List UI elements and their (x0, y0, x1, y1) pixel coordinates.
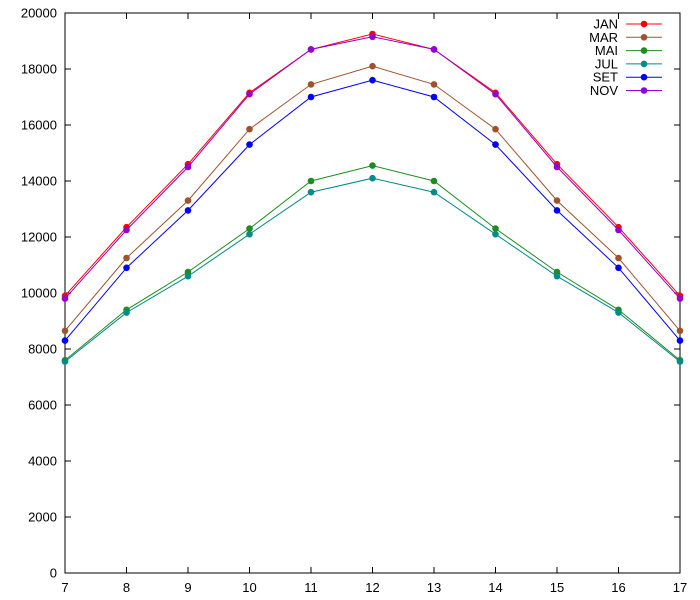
y-tick-label: 12000 (21, 230, 57, 245)
data-point (246, 141, 253, 148)
series-mar (61, 62, 684, 335)
y-tick-label: 8000 (28, 342, 57, 357)
data-point (430, 81, 438, 88)
legend-marker (640, 20, 648, 28)
data-point (307, 46, 315, 53)
data-point (61, 327, 69, 335)
x-tick-label: 15 (550, 580, 564, 595)
legend-item-mar: MAR (589, 30, 662, 45)
legend-marker (640, 87, 648, 94)
x-tick-label: 10 (242, 580, 256, 595)
y-tick-label: 0 (50, 566, 57, 581)
y-tick-label: 16000 (21, 118, 57, 133)
x-tick-label: 7 (61, 580, 68, 595)
plot-area (64, 12, 681, 574)
data-point (123, 264, 130, 272)
x-tick-label: 14 (488, 580, 502, 595)
y-tick-label: 2000 (28, 510, 57, 525)
data-point (676, 337, 684, 344)
data-point (492, 225, 499, 232)
x-tick-label: 17 (673, 580, 687, 595)
legend-item-nov: NOV (590, 83, 662, 98)
data-point (553, 197, 561, 204)
legend-label: MAI (595, 43, 618, 58)
data-point (123, 309, 130, 316)
data-point (615, 264, 622, 272)
data-point (553, 272, 561, 280)
x-tick-label: 16 (611, 580, 625, 595)
data-point (615, 226, 622, 234)
data-point (184, 197, 192, 204)
axis-ticks: 0 2000 4000 6000 8000 10000 12000 14000 16000 180… (21, 6, 687, 596)
legend-marker (640, 34, 648, 41)
data-point (61, 337, 69, 344)
data-point (369, 62, 376, 70)
legend-label: JAN (593, 17, 618, 32)
data-point (184, 163, 192, 171)
legend-label: JUL (595, 56, 618, 71)
data-point (492, 230, 499, 238)
x-tick-label: 12 (365, 580, 379, 595)
y-tick-label: 18000 (21, 62, 57, 77)
series-set (61, 76, 684, 344)
data-point (430, 46, 438, 53)
data-point (246, 90, 253, 98)
data-point (676, 327, 684, 335)
data-point (61, 358, 69, 365)
data-point (553, 163, 561, 171)
data-point (615, 309, 622, 316)
data-point (123, 254, 130, 262)
data-point (615, 254, 622, 262)
data-point (369, 162, 376, 169)
y-tick-label: 20000 (21, 6, 57, 21)
y-tick-label: 14000 (21, 174, 57, 189)
data-point (307, 81, 315, 88)
legend-label: NOV (590, 83, 619, 98)
legend-item-jan: JAN (593, 17, 662, 32)
x-tick-label: 9 (184, 580, 191, 595)
data-point (307, 177, 315, 185)
x-tick-label: 11 (304, 580, 318, 595)
data-point (184, 207, 192, 214)
data-point (553, 207, 561, 214)
x-tick-label: 13 (427, 580, 441, 595)
data-point (61, 295, 69, 302)
legend-item-mai: MAI (595, 43, 662, 58)
y-tick-label: 6000 (28, 398, 57, 413)
data-point (430, 93, 438, 101)
legend-marker (640, 47, 648, 54)
legend-item-set: SET (593, 70, 662, 85)
data-point (430, 188, 438, 196)
data-point (369, 174, 376, 182)
data-point (246, 225, 253, 232)
data-point (307, 93, 315, 101)
data-point (492, 125, 499, 133)
legend-marker (640, 60, 648, 68)
data-point (307, 188, 315, 196)
data-point (369, 76, 376, 84)
legend-label: SET (593, 70, 618, 85)
legend-marker (640, 73, 648, 81)
data-point (184, 272, 192, 280)
data-point (492, 141, 499, 148)
y-tick-label: 4000 (28, 454, 57, 469)
data-point (676, 358, 684, 365)
series-nov (61, 33, 684, 302)
series-jul (61, 174, 684, 365)
x-tick-label: 8 (123, 580, 130, 595)
series-layer (61, 30, 684, 365)
legend-item-jul: JUL (595, 56, 662, 71)
data-point (246, 230, 253, 238)
data-point (246, 125, 253, 133)
legend-label: MAR (589, 30, 618, 45)
data-point (430, 177, 438, 185)
y-tick-label: 10000 (21, 286, 57, 301)
data-point (123, 226, 130, 234)
data-point (492, 90, 499, 98)
data-point (676, 295, 684, 302)
data-point (369, 33, 376, 41)
